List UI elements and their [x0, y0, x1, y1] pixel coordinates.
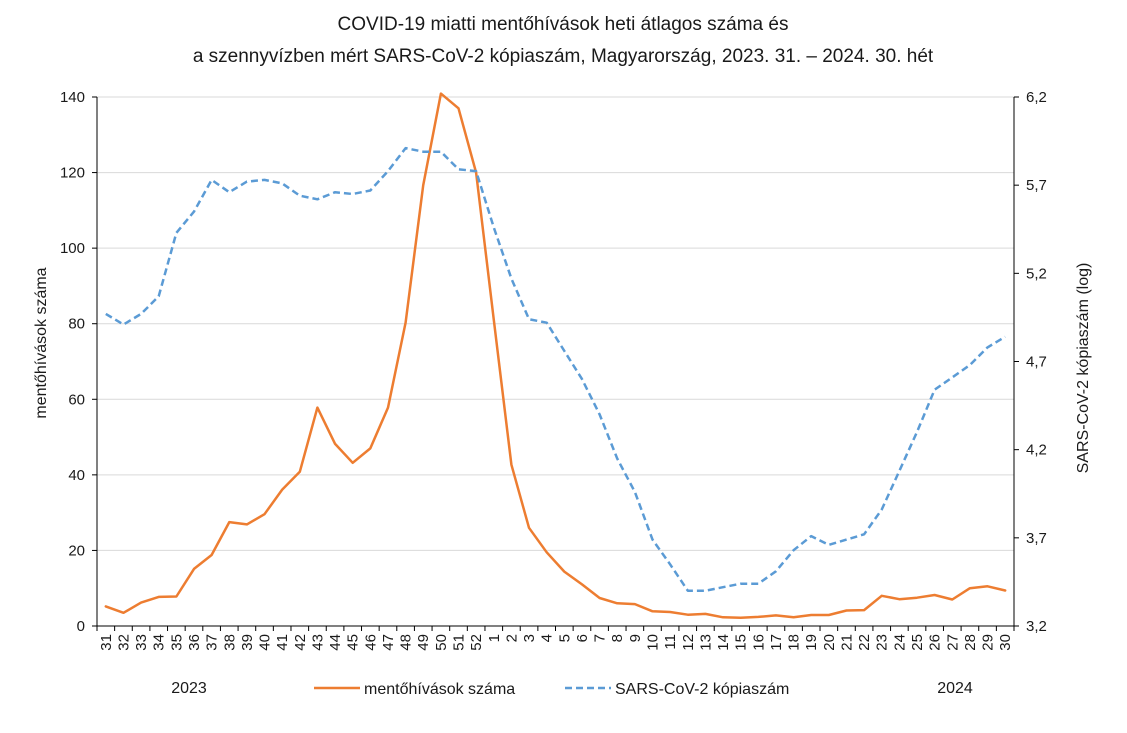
x-tick-label: 5	[556, 634, 573, 642]
x-tick-label: 16	[750, 634, 767, 651]
x-tick-label: 52	[468, 634, 485, 651]
x-tick-label: 33	[133, 634, 150, 651]
x-tick-label: 11	[662, 634, 679, 650]
right-tick-label: 4,7	[1026, 354, 1047, 371]
x-tick-label: 31	[98, 634, 115, 651]
x-tick-label: 44	[327, 634, 344, 651]
legend-label-copies: SARS-CoV-2 kópiaszám	[615, 681, 789, 698]
legend: mentőhívások száma SARS-CoV-2 kópiaszám	[314, 681, 789, 698]
left-tick-label: 80	[68, 316, 85, 333]
chart-title-line-2: a szennyvízben mért SARS-CoV-2 kópiaszám…	[193, 46, 934, 67]
series-lines	[104, 92, 1007, 619]
x-tick-label: 37	[204, 634, 221, 651]
x-tick-label: 13	[697, 634, 714, 651]
right-tick-label: 3,2	[1026, 618, 1047, 635]
x-tick-label: 24	[891, 634, 908, 651]
x-tick-label: 34	[151, 634, 168, 651]
x-tick-label: 40	[257, 634, 274, 651]
left-tick-label: 100	[60, 240, 85, 257]
x-tick-label: 12	[680, 634, 697, 651]
x-tick-label: 28	[962, 634, 979, 651]
right-tick-label: 6,2	[1026, 89, 1047, 106]
x-tick-label: 43	[309, 634, 326, 651]
left-tick-label: 120	[60, 165, 85, 182]
x-tick-label: 47	[380, 634, 397, 651]
x-tick-label: 10	[644, 634, 661, 651]
x-tick-label: 26	[927, 634, 944, 651]
x-tick-label: 8	[609, 634, 626, 642]
x-tick-label: 42	[292, 634, 309, 651]
x-tick-label: 41	[274, 634, 291, 651]
x-tick-label: 38	[221, 634, 238, 651]
left-tick-label: 40	[68, 467, 85, 484]
axes	[96, 97, 1015, 627]
x-tick-label: 45	[345, 634, 362, 651]
left-tick-label: 60	[68, 391, 85, 408]
x-tick-label: 4	[539, 634, 556, 642]
left-tick-label: 20	[68, 542, 85, 559]
year-label-2024: 2024	[937, 680, 973, 697]
x-tick-label: 15	[733, 634, 750, 651]
x-tick-label: 23	[874, 634, 891, 651]
x-tick-label: 51	[451, 634, 468, 651]
x-tick-label: 9	[627, 634, 644, 642]
x-tick-label: 30	[997, 634, 1014, 651]
right-axis-label: SARS-CoV-2 kópiaszám (log)	[1075, 263, 1092, 474]
x-tick-label: 48	[398, 634, 415, 651]
x-tick-label: 50	[433, 634, 450, 651]
x-tick-label: 17	[768, 634, 785, 651]
x-axis-ticks: 31 32 33 34 35 36 37 38 39 40 41 42 43 44 45 46 47 48 49 50…	[96, 626, 1015, 651]
right-tick-label: 4,2	[1026, 442, 1047, 459]
x-tick-label: 25	[909, 634, 926, 651]
x-tick-label: 22	[856, 634, 873, 651]
x-tick-label: 6	[574, 634, 591, 642]
x-tick-label: 27	[944, 634, 961, 651]
x-tick-label: 14	[715, 634, 732, 651]
x-tick-label: 39	[239, 634, 256, 651]
x-tick-label: 1	[486, 634, 503, 642]
x-tick-label: 46	[362, 634, 379, 651]
left-axis-label: mentőhívások száma	[33, 267, 50, 418]
left-tick-label: 140	[60, 89, 85, 106]
x-tick-label: 18	[786, 634, 803, 651]
x-tick-label: 49	[415, 634, 432, 651]
x-tick-label: 19	[803, 634, 820, 651]
right-tick-label: 5,2	[1026, 265, 1047, 282]
x-tick-label: 36	[186, 634, 203, 651]
series-line-calls	[104, 92, 1007, 619]
x-tick-label: 35	[168, 634, 185, 651]
x-tick-label: 3	[521, 634, 538, 642]
year-label-2023: 2023	[171, 680, 207, 697]
x-tick-label: 2	[503, 634, 520, 642]
x-tick-label: 21	[838, 634, 855, 651]
right-axis-ticks: 3,2 3,7 4,2 4,7 5,2 5,7 6,2	[1014, 89, 1047, 635]
right-tick-label: 5,7	[1026, 177, 1047, 194]
x-tick-label: 29	[980, 634, 997, 651]
series-line-copies	[105, 146, 1006, 592]
legend-label-calls: mentőhívások száma	[364, 681, 515, 698]
left-axis-ticks: 0 20 40 60 80 100 120 140	[60, 89, 97, 635]
x-tick-label: 20	[821, 634, 838, 651]
left-tick-label: 0	[77, 618, 85, 635]
right-tick-label: 3,7	[1026, 530, 1047, 547]
chart-title-line-1: COVID-19 miatti mentőhívások heti átlago…	[338, 14, 789, 35]
grid-lines	[97, 96, 1014, 551]
x-tick-label: 32	[115, 634, 132, 651]
x-tick-label: 7	[592, 634, 609, 642]
